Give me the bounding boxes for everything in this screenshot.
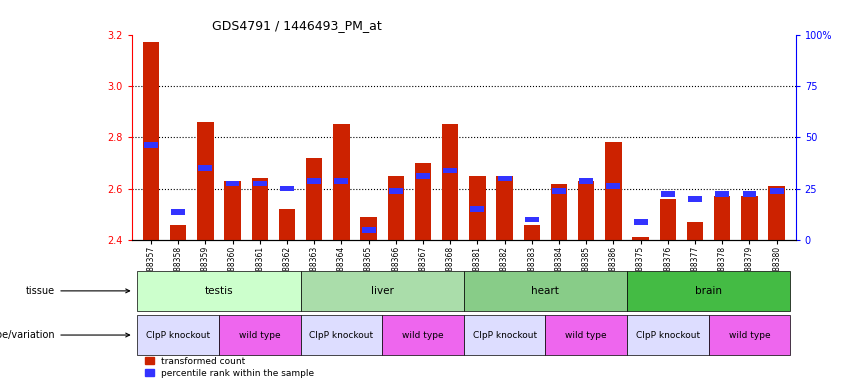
Bar	[605, 142, 621, 240]
Legend: transformed count, percentile rank within the sample: transformed count, percentile rank withi…	[145, 357, 314, 377]
Text: ClpP knockout: ClpP knockout	[146, 331, 210, 339]
Bar	[716, 191, 729, 197]
Bar	[306, 158, 323, 240]
Bar	[414, 163, 431, 240]
Bar	[709, 315, 791, 355]
Bar	[171, 209, 185, 215]
Bar	[219, 315, 300, 355]
Bar	[688, 196, 702, 202]
Bar	[279, 209, 295, 240]
Text: wild type: wild type	[728, 331, 770, 339]
Bar	[496, 176, 513, 240]
Text: liver: liver	[371, 286, 394, 296]
Text: heart: heart	[532, 286, 559, 296]
Bar	[170, 225, 186, 240]
Bar	[743, 191, 757, 197]
Bar	[382, 315, 464, 355]
Bar	[552, 189, 566, 194]
Bar	[580, 178, 593, 184]
Bar	[334, 178, 348, 184]
Text: ClpP knockout: ClpP knockout	[636, 331, 700, 339]
Text: ClpP knockout: ClpP knockout	[309, 331, 374, 339]
Bar	[525, 217, 539, 222]
Bar	[362, 227, 375, 233]
Bar	[307, 178, 321, 184]
Bar	[416, 173, 430, 179]
Text: testis: testis	[204, 286, 233, 296]
Bar	[578, 181, 594, 240]
Bar	[471, 206, 484, 212]
Bar	[714, 196, 730, 240]
Text: brain: brain	[695, 286, 722, 296]
Text: wild type: wild type	[239, 331, 281, 339]
Bar	[252, 178, 268, 240]
Text: ClpP knockout: ClpP knockout	[472, 331, 537, 339]
Bar	[741, 196, 757, 240]
Bar	[551, 184, 567, 240]
Bar	[632, 237, 648, 240]
Bar	[443, 168, 457, 174]
Bar	[137, 271, 300, 311]
Text: tissue: tissue	[26, 286, 129, 296]
Bar	[442, 124, 459, 240]
Bar	[137, 315, 219, 355]
Bar	[523, 225, 540, 240]
Bar	[226, 181, 239, 186]
Bar	[627, 315, 709, 355]
Bar	[607, 183, 620, 189]
Text: wild type: wild type	[403, 331, 444, 339]
Bar	[498, 175, 511, 181]
Bar	[660, 199, 676, 240]
Bar	[469, 176, 486, 240]
Bar	[300, 271, 464, 311]
Bar	[198, 165, 212, 171]
Bar	[768, 186, 785, 240]
Bar	[143, 42, 159, 240]
Bar	[361, 217, 377, 240]
Bar	[144, 142, 158, 148]
Text: wild type: wild type	[565, 331, 607, 339]
Bar	[225, 181, 241, 240]
Bar	[634, 219, 648, 225]
Bar	[389, 189, 403, 194]
Bar	[661, 191, 675, 197]
Bar	[687, 222, 703, 240]
Bar	[253, 181, 266, 186]
Bar	[197, 122, 214, 240]
Bar	[464, 315, 545, 355]
Text: genotype/variation: genotype/variation	[0, 330, 129, 340]
Bar	[464, 271, 627, 311]
Bar	[627, 271, 791, 311]
Bar	[545, 315, 627, 355]
Bar	[387, 176, 404, 240]
Bar	[280, 186, 294, 192]
Bar	[334, 124, 350, 240]
Bar	[769, 189, 784, 194]
Bar	[300, 315, 382, 355]
Text: GDS4791 / 1446493_PM_at: GDS4791 / 1446493_PM_at	[212, 19, 381, 32]
